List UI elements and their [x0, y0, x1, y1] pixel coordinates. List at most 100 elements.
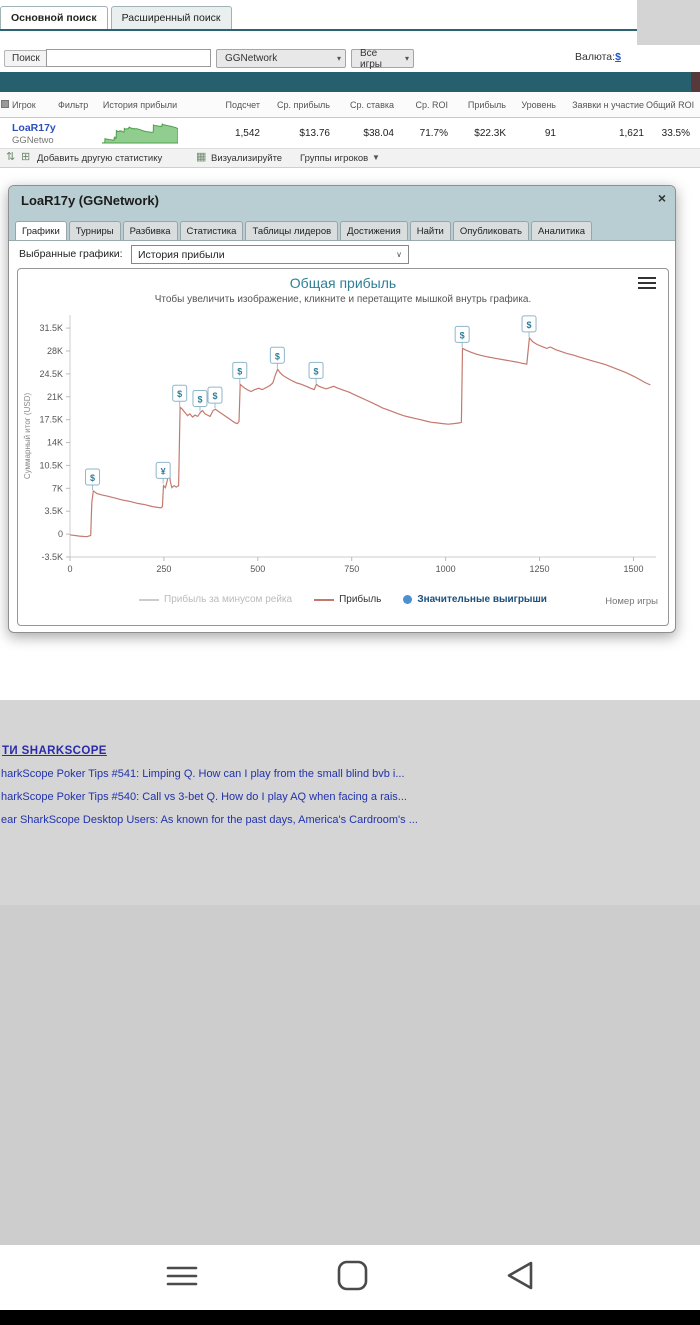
svg-text:Суммарный итог (USD): Суммарный итог (USD)	[23, 393, 32, 480]
tab-achievements[interactable]: Достижения	[340, 221, 408, 240]
news-link[interactable]: harkScope Poker Tips #541: Limping Q. Ho…	[1, 768, 405, 780]
tab-find[interactable]: Найти	[409, 221, 451, 240]
legend-item-rake[interactable]: Прибыль за минусом рейка	[139, 594, 292, 605]
profit-chart-container: Общая прибыль Чтобы увеличить изображени…	[17, 268, 669, 626]
tab-underline	[0, 29, 637, 31]
search-input[interactable]	[46, 49, 211, 67]
svg-text:$: $	[212, 391, 217, 401]
player-groups-button[interactable]: Группы игроков	[300, 153, 369, 164]
search-mode-tabs: Основной поиск Расширенный поиск	[0, 6, 235, 29]
svg-text:250: 250	[156, 564, 171, 574]
col-profit[interactable]: Прибыль	[467, 100, 506, 110]
page-background-lower	[0, 905, 700, 1245]
cell-avg-stake: $38.04	[363, 128, 394, 139]
currency-link[interactable]: $	[615, 51, 621, 63]
chevron-down-icon: ▾	[336, 54, 341, 63]
news-heading-link[interactable]: ТИ SHARKSCOPE	[2, 745, 107, 757]
svg-text:28K: 28K	[47, 346, 63, 356]
panel-tabs: Графики Турниры Разбивка Статистика Табл…	[9, 216, 675, 241]
chart-menu-icon[interactable]	[638, 277, 656, 291]
legend-swatch-dot	[403, 595, 413, 604]
cell-level: 91	[544, 128, 556, 139]
chart-xlabel: Номер игры	[605, 596, 658, 607]
chart-title: Общая прибыль	[289, 275, 397, 291]
col-total-roi[interactable]: Общий ROI	[646, 100, 695, 110]
close-icon[interactable]: ×	[657, 190, 666, 206]
col-count[interactable]: Подсчет	[225, 100, 260, 110]
tab-basic-search[interactable]: Основной поиск	[0, 6, 108, 29]
table-action-row: ⇅ ⊞ Добавить другую статистику ▦ Визуали…	[0, 149, 700, 168]
svg-text:500: 500	[250, 564, 265, 574]
col-player[interactable]: Игрок	[12, 100, 36, 110]
svg-text:$: $	[90, 473, 95, 483]
news-link[interactable]: harkScope Poker Tips #540: Call vs 3-bet…	[1, 791, 407, 803]
graph-select-row: Выбранные графики: История прибыли ∨	[9, 241, 675, 268]
chevron-down-icon: ▼	[372, 153, 380, 162]
legend-item-wins[interactable]: Значительные выигрыши	[403, 594, 547, 605]
add-statistic-button[interactable]: Добавить другую статистику	[37, 153, 163, 164]
currency-setting: Валюта:$	[575, 51, 621, 63]
col-filter[interactable]: Фильтр	[58, 100, 89, 110]
svg-text:1250: 1250	[530, 564, 550, 574]
col-profit-history[interactable]: История прибыли	[102, 100, 178, 110]
android-nav-bar	[0, 1245, 700, 1310]
network-select[interactable]: GGNetwork ▾	[216, 49, 346, 68]
col-avg-profit[interactable]: Ср. прибыль	[277, 100, 330, 110]
col-avg-roi[interactable]: Ср. ROI	[415, 100, 448, 110]
svg-text:$: $	[314, 366, 319, 376]
home-icon[interactable]	[337, 1260, 368, 1291]
tab-leaderboards[interactable]: Таблицы лидеров	[245, 221, 339, 240]
svg-text:1500: 1500	[623, 564, 643, 574]
col-avg-stake[interactable]: Ср. ставка	[350, 100, 394, 110]
player-name-link[interactable]: LoaR17y	[12, 122, 56, 134]
tab-publish[interactable]: Опубликовать	[452, 221, 529, 240]
toolbar-bar	[0, 72, 700, 92]
table-row[interactable]: LoaR17y GGNetwo 1,542 $13.76 $38.04 71.7…	[0, 118, 700, 149]
svg-text:$: $	[460, 330, 465, 340]
games-select[interactable]: Все игры ▾	[351, 47, 414, 70]
profit-sparkline-svg	[102, 122, 178, 144]
svg-text:-3.5K: -3.5K	[41, 552, 63, 562]
legend-swatch-line	[314, 598, 335, 601]
table-options-icon[interactable]	[1, 100, 9, 108]
chart-legend: Прибыль за минусом рейка Прибыль Значите…	[18, 594, 668, 605]
col-level[interactable]: Уровень	[521, 100, 556, 110]
profit-chart-svg[interactable]: -3.5K 0 3.5K 7K 10.5K 14K 17.5K 21K 24.5K 28K 31.5…	[20, 309, 666, 589]
svg-text:$: $	[237, 366, 242, 376]
tab-analytics[interactable]: Аналитика	[530, 221, 593, 240]
legend-item-profit[interactable]: Прибыль	[314, 594, 381, 605]
visualize-button[interactable]: Визуализируйте	[211, 153, 283, 164]
add-statistic-icon[interactable]: ⊞	[21, 151, 31, 163]
legend-label: Прибыль за минусом рейка	[164, 594, 293, 605]
col-entries[interactable]: Заявки н участие	[572, 100, 644, 110]
tab-graphs[interactable]: Графики	[15, 221, 67, 240]
chevron-down-icon: ∨	[396, 250, 402, 259]
player-network: GGNetwo	[12, 135, 54, 146]
graph-select[interactable]: История прибыли ∨	[131, 245, 409, 264]
svg-text:21K: 21K	[47, 392, 63, 402]
tab-statistics[interactable]: Статистика	[179, 221, 244, 240]
tab-breakdown[interactable]: Разбивка	[122, 221, 178, 240]
svg-text:1000: 1000	[436, 564, 456, 574]
svg-text:750: 750	[344, 564, 359, 574]
top-right-gutter	[637, 0, 700, 45]
svg-text:14K: 14K	[47, 438, 63, 448]
sort-swap-icon[interactable]: ⇅	[6, 151, 16, 163]
svg-text:17.5K: 17.5K	[39, 415, 63, 425]
chevron-down-icon: ▾	[404, 54, 409, 63]
tab-tournaments[interactable]: Турниры	[68, 221, 121, 240]
graph-select-label: Выбранные графики:	[19, 248, 123, 260]
tab-advanced-search[interactable]: Расширенный поиск	[110, 6, 232, 29]
menu-icon[interactable]	[166, 1266, 198, 1286]
games-select-value: Все игры	[360, 47, 382, 70]
news-link[interactable]: ear SharkScope Desktop Users: As known f…	[1, 814, 418, 826]
svg-text:$: $	[177, 389, 182, 399]
cell-avg-roi: 71.7%	[419, 128, 448, 139]
search-button[interactable]: Поиск	[4, 50, 48, 67]
back-icon[interactable]	[507, 1261, 533, 1290]
visualize-icon[interactable]: ▦	[196, 151, 207, 163]
svg-text:10.5K: 10.5K	[39, 460, 63, 470]
panel-title: LoaR17y (GGNetwork)	[21, 193, 159, 208]
svg-text:0: 0	[58, 529, 63, 539]
